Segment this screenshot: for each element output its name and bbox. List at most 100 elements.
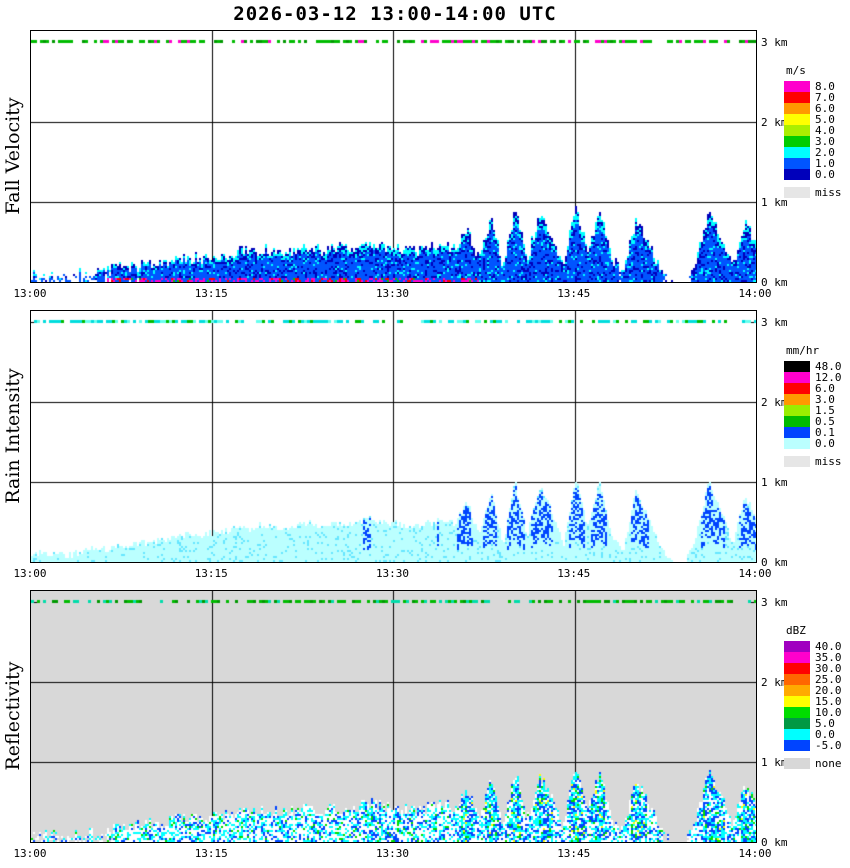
- legend-swatch: [784, 394, 810, 405]
- legend-swatch: [784, 187, 810, 198]
- legend-swatch: [784, 663, 810, 674]
- legend-label: none: [815, 757, 842, 770]
- x-tick-label: 13:00: [13, 847, 47, 860]
- plot-canvas: [31, 591, 756, 842]
- legend-label: 48.0: [815, 360, 842, 373]
- legend-label: 10.0: [815, 706, 842, 719]
- y-tick-label: 0 km: [761, 556, 788, 569]
- panel-fall-velocity: Fall Velocity 13:00 13:15 13:30 13:45 14:00 …: [0, 30, 850, 310]
- x-tick-label: 14:00: [738, 567, 772, 580]
- legend-label: -5.0: [815, 739, 842, 752]
- plot-area: [30, 30, 757, 283]
- y-tick-label: 2 km: [761, 396, 788, 409]
- legend-entry: 5.0: [784, 114, 850, 125]
- legend-label: 5.0: [815, 113, 835, 126]
- legend-entry: 6.0: [784, 103, 850, 114]
- plot-area: [30, 310, 757, 563]
- legend-swatch: [784, 158, 810, 169]
- legend-entry: 1.0: [784, 158, 850, 169]
- legend-unit: m/s: [786, 64, 806, 77]
- legend-swatch: [784, 438, 810, 449]
- legend-entry: 0.0: [784, 729, 850, 740]
- legend-label: 0.0: [815, 168, 835, 181]
- legend-label: miss: [815, 186, 842, 199]
- legend-entry: 5.0: [784, 718, 850, 729]
- legend-entry: 2.0: [784, 147, 850, 158]
- legend-swatch: [784, 456, 810, 467]
- legend-entry: 48.0: [784, 361, 850, 372]
- legend-swatch: [784, 125, 810, 136]
- legend-label: 30.0: [815, 662, 842, 675]
- panel-label-reflectivity: Reflectivity: [2, 661, 24, 771]
- legend-entry: 40.0: [784, 641, 850, 652]
- legend-entry: miss: [784, 187, 850, 198]
- x-tick-label: 13:15: [194, 847, 228, 860]
- legend-label: 3.0: [815, 393, 835, 406]
- legend-label: 0.5: [815, 415, 835, 428]
- y-axis: 0 km 1 km 2 km 3 km: [761, 310, 803, 569]
- legend-entry: none: [784, 758, 850, 769]
- legend: dBZ 40.0 35.0 30.0 25.0 20.0 15.0 10.0 5.0 0.0 -5.…: [784, 624, 850, 769]
- legend-entry: 10.0: [784, 707, 850, 718]
- x-tick-label: 13:00: [13, 287, 47, 300]
- legend-swatch: [784, 103, 810, 114]
- y-tick-label: 1 km: [761, 476, 788, 489]
- legend-swatch: [784, 652, 810, 663]
- x-axis: 13:00 13:15 13:30 13:45 14:00: [13, 287, 771, 301]
- legend-entry: 20.0: [784, 685, 850, 696]
- legend-label: 1.0: [815, 157, 835, 170]
- legend-label: 4.0: [815, 124, 835, 137]
- legend-entry: 7.0: [784, 92, 850, 103]
- y-tick-label: 3 km: [761, 596, 788, 609]
- legend-swatch: [784, 674, 810, 685]
- panel-reflectivity: Reflectivity 13:00 13:15 13:30 13:45 14:00 0…: [0, 590, 850, 868]
- legend-entry: -5.0: [784, 740, 850, 751]
- legend-swatch: [784, 147, 810, 158]
- legend-swatch: [784, 372, 810, 383]
- legend-label: 5.0: [815, 717, 835, 730]
- legend-unit: mm/hr: [786, 344, 820, 357]
- legend-entry: 35.0: [784, 652, 850, 663]
- legend-swatch: [784, 361, 810, 372]
- x-tick-label: 13:30: [375, 567, 410, 580]
- legend-entry: 3.0: [784, 136, 850, 147]
- x-axis: 13:00 13:15 13:30 13:45 14:00: [13, 847, 771, 861]
- legend-swatch: [784, 758, 810, 769]
- legend-label: 20.0: [815, 684, 842, 697]
- y-tick-label: 0 km: [761, 276, 788, 289]
- legend-label: 8.0: [815, 80, 835, 93]
- y-tick-label: 3 km: [761, 316, 788, 329]
- legend-swatch: [784, 718, 810, 729]
- chart-title: 2026-03-12 13:00-14:00 UTC: [233, 3, 557, 25]
- legend-entry: 15.0: [784, 696, 850, 707]
- legend-swatch: [784, 383, 810, 394]
- plot-area: [30, 590, 757, 843]
- y-axis: 0 km 1 km 2 km 3 km: [761, 590, 803, 849]
- x-tick-label: 14:00: [738, 847, 772, 860]
- y-tick-label: 3 km: [761, 36, 788, 49]
- legend-label: 0.0: [815, 437, 835, 450]
- legend-entry: 8.0: [784, 81, 850, 92]
- legend-swatch: [784, 114, 810, 125]
- legend-swatch: [784, 81, 810, 92]
- x-tick-label: 13:30: [375, 847, 410, 860]
- plot-canvas: [31, 311, 756, 562]
- x-axis: 13:00 13:15 13:30 13:45 14:00: [13, 567, 771, 581]
- legend-label: 6.0: [815, 382, 835, 395]
- legend-label: 0.0: [815, 728, 835, 741]
- plot-canvas: [31, 31, 756, 282]
- x-tick-label: 13:45: [557, 287, 591, 300]
- legend: mm/hr 48.0 12.0 6.0 3.0 1.5 0.5 0.1 0.0 miss: [784, 344, 850, 467]
- legend-entry: 3.0: [784, 394, 850, 405]
- x-tick-label: 13:15: [194, 287, 228, 300]
- legend-label: 40.0: [815, 640, 842, 653]
- legend-swatch: [784, 641, 810, 652]
- legend-swatch: [784, 169, 810, 180]
- legend-swatch: [784, 136, 810, 147]
- legend-swatch: [784, 696, 810, 707]
- legend-entry: 0.1: [784, 427, 850, 438]
- legend-label: 35.0: [815, 651, 842, 664]
- legend-unit: dBZ: [786, 624, 806, 637]
- legend-swatch: [784, 729, 810, 740]
